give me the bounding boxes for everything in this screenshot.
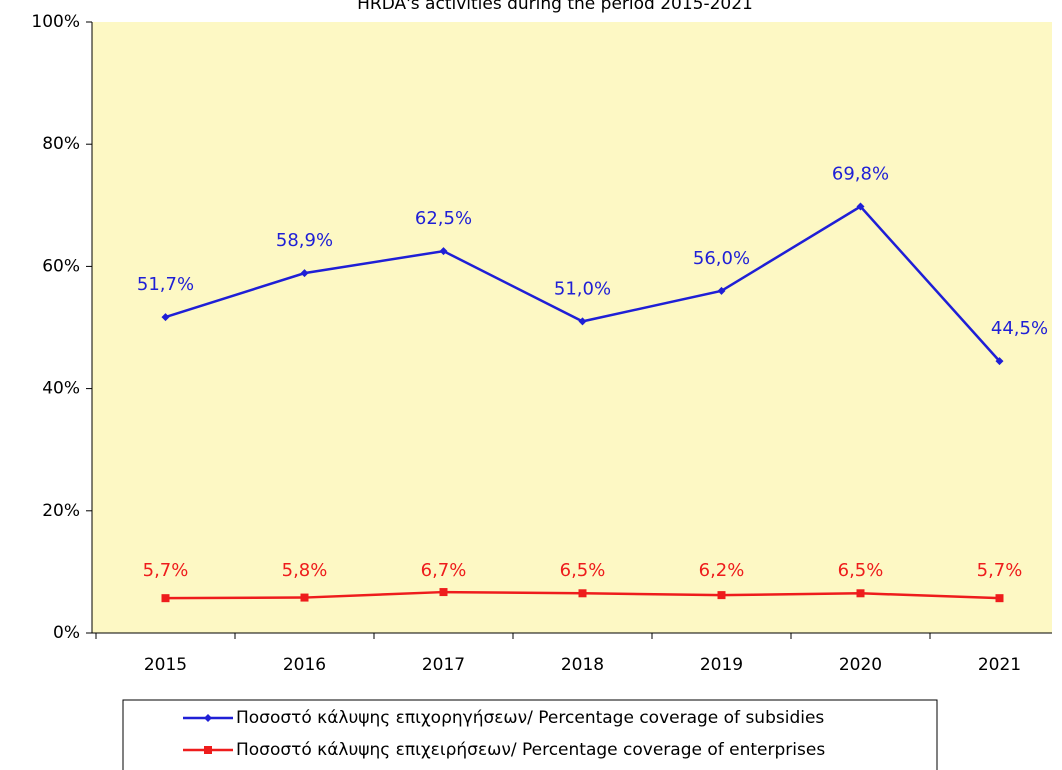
- data-label: 62,5%: [415, 208, 472, 229]
- point: [204, 746, 212, 754]
- x-tick-label: 2019: [700, 655, 743, 675]
- point: [300, 269, 309, 278]
- y-tick-label: 40%: [42, 379, 80, 399]
- point: [578, 317, 587, 326]
- x-tick-label: 2018: [561, 655, 604, 675]
- y-tick-label: 20%: [42, 501, 80, 521]
- legend-label: Ποσοστό κάλυψης επιχειρήσεων/ Percentage…: [236, 740, 825, 760]
- y-tick-label: 0%: [53, 623, 80, 643]
- data-label: 51,0%: [554, 278, 611, 299]
- y-tick-label: 100%: [31, 12, 80, 32]
- data-label: 69,8%: [832, 164, 889, 185]
- point: [995, 594, 1004, 603]
- point: [995, 357, 1004, 366]
- x-tick-label: 2020: [839, 655, 882, 675]
- data-label: 5,7%: [143, 560, 189, 581]
- x-tick-label: 2021: [978, 655, 1021, 675]
- data-label: 6,5%: [560, 560, 606, 581]
- point: [204, 714, 212, 722]
- chart-title: HRDA's activities during the period 2015…: [357, 0, 753, 14]
- x-tick-label: 2017: [422, 655, 465, 675]
- plot-area: [92, 22, 1052, 633]
- data-label: 44,5%: [991, 318, 1048, 339]
- point: [161, 594, 170, 603]
- point: [717, 591, 726, 600]
- y-tick-label: 60%: [42, 256, 80, 276]
- point: [161, 313, 170, 322]
- legend: [122, 699, 938, 770]
- point: [439, 247, 448, 256]
- point: [578, 589, 587, 598]
- data-label: 5,8%: [282, 560, 328, 581]
- data-label: 58,9%: [276, 230, 333, 251]
- data-label: 56,0%: [693, 248, 750, 269]
- data-label: 51,7%: [137, 274, 194, 295]
- point: [439, 588, 448, 597]
- point: [856, 202, 865, 211]
- point: [717, 286, 726, 295]
- y-tick-label: 80%: [42, 134, 80, 154]
- point: [300, 593, 309, 602]
- x-tick-label: 2015: [144, 655, 187, 675]
- data-label: 6,7%: [421, 560, 467, 581]
- data-label: 6,5%: [838, 560, 884, 581]
- x-tick-label: 2016: [283, 655, 326, 675]
- data-label: 5,7%: [977, 560, 1023, 581]
- legend-label: Ποσοστό κάλυψης επιχορηγήσεων/ Percentag…: [236, 708, 824, 728]
- point: [856, 589, 865, 598]
- data-label: 6,2%: [699, 560, 745, 581]
